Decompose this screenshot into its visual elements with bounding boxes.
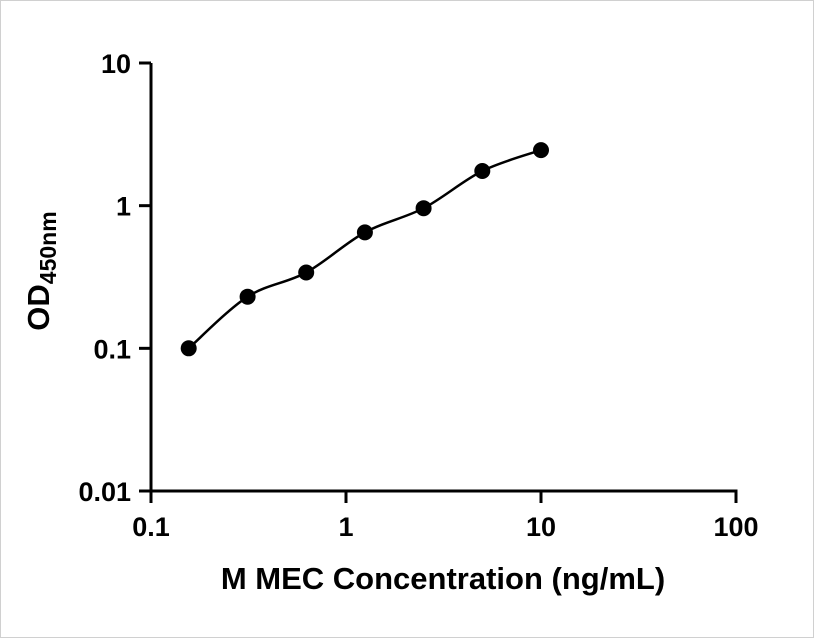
y-tick-label: 1 xyxy=(116,192,131,222)
y-tick-label: 0.1 xyxy=(93,334,131,364)
data-point xyxy=(356,224,373,241)
y-axis-title: OD450nm xyxy=(21,211,61,330)
y-tick-label: 0.01 xyxy=(78,477,131,507)
y-tick-label: 10 xyxy=(101,49,131,79)
x-tick-label: 1 xyxy=(338,512,353,542)
fit-curve xyxy=(187,148,542,350)
data-point xyxy=(298,264,315,281)
data-point xyxy=(180,340,197,357)
data-point xyxy=(474,163,491,179)
data-point xyxy=(415,200,432,217)
x-tick-label: 100 xyxy=(713,512,758,542)
data-point xyxy=(239,288,256,305)
x-tick-label: 10 xyxy=(526,512,556,542)
data-point xyxy=(533,142,549,159)
x-tick-label: 0.1 xyxy=(132,512,170,542)
x-axis-title: M MEC Concentration (ng/mL) xyxy=(221,561,665,596)
